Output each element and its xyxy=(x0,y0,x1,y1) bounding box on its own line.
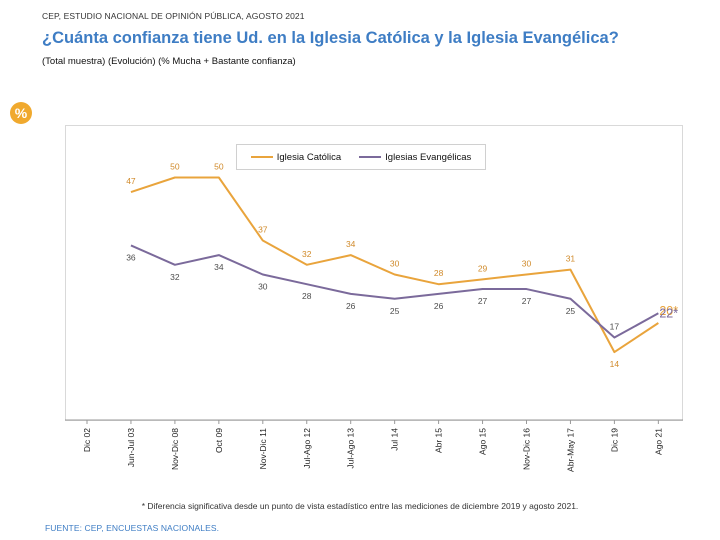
legend-item-catolica: Iglesia Católica xyxy=(250,151,342,163)
data-label-catolica: 50 xyxy=(170,162,180,172)
x-tick-label: Abr-May 17 xyxy=(565,428,575,472)
legend-swatch-evangelicas xyxy=(359,156,382,158)
series-line-catolica xyxy=(130,176,659,354)
data-label-catolica: 30 xyxy=(390,259,400,269)
data-label-evangelicas-final: 22* xyxy=(659,306,678,320)
page-subtitle: (Total muestra) (Evolución) (% Mucha + B… xyxy=(42,56,296,67)
data-label-catolica: 30 xyxy=(522,259,532,269)
data-label-evangelicas: 32 xyxy=(170,272,180,282)
data-label-evangelicas: 28 xyxy=(302,291,312,301)
data-label-catolica: 37 xyxy=(258,225,268,235)
line-chart: Dic 02 Jun-Jul 03 Nov-Dic 08 Oct 09 Nov-Dic … xyxy=(65,162,683,472)
footnote: * Diferencia significativa desde un punt… xyxy=(141,501,579,511)
data-label-evangelicas: 27 xyxy=(478,296,488,306)
data-label-catolica: 47 xyxy=(126,176,136,186)
x-tick-label: Dic 19 xyxy=(609,428,619,452)
x-tick-label: Jul-Ago 12 xyxy=(302,428,312,469)
x-tick-label: Abr 15 xyxy=(434,428,444,453)
x-tick-label: Nov-Dic 08 xyxy=(170,428,180,470)
x-tick-label: Jul 14 xyxy=(390,428,400,451)
series-line-evangelicas xyxy=(130,244,659,339)
data-label-catolica: 29 xyxy=(478,263,488,273)
page-title: ¿Cuánta confianza tiene Ud. en la Iglesi… xyxy=(42,29,619,47)
x-tick-label: Ago 15 xyxy=(478,428,488,455)
legend-label-catolica: Iglesia Católica xyxy=(276,151,342,163)
legend-label-evangelicas: Iglesias Evangélicas xyxy=(385,151,472,163)
data-label-catolica: 50 xyxy=(214,162,224,172)
data-label-catolica: 34 xyxy=(346,239,356,249)
data-label-evangelicas: 26 xyxy=(434,301,444,311)
legend-item-evangelicas: Iglesias Evangélicas xyxy=(359,152,471,163)
x-tick-label: Oct 09 xyxy=(214,428,224,453)
data-label-catolica: 32 xyxy=(302,249,312,259)
data-label-catolica: 28 xyxy=(434,268,444,278)
x-tick-label: Dic 02 xyxy=(82,428,92,452)
x-tick-label: Nov-Dic 16 xyxy=(522,428,532,470)
source-footer: FUENTE: CEP, ENCUESTAS NACIONALES. xyxy=(45,523,220,533)
x-tick-label: Jul-Ago 13 xyxy=(346,428,356,469)
data-label-catolica: 31 xyxy=(566,254,576,264)
data-label-evangelicas: 17 xyxy=(610,322,620,332)
data-label-evangelicas: 36 xyxy=(126,252,136,262)
data-label-evangelicas: 26 xyxy=(346,301,356,311)
x-tick-label: Jun-Jul 03 xyxy=(126,428,136,467)
data-label-catolica: 14 xyxy=(610,359,620,369)
x-tick-label: Ago 21 xyxy=(653,428,663,455)
data-label-evangelicas: 27 xyxy=(522,296,532,306)
chart-legend: Iglesia Católica Iglesias Evangélicas xyxy=(236,144,486,170)
data-label-evangelicas: 25 xyxy=(566,306,576,316)
percent-icon: % xyxy=(10,102,32,124)
data-label-evangelicas: 25 xyxy=(390,306,400,316)
legend-swatch-catolica xyxy=(250,156,273,158)
data-label-evangelicas: 34 xyxy=(214,262,224,272)
data-label-evangelicas: 30 xyxy=(258,282,268,292)
data-label-catolica-final: 20* xyxy=(659,304,678,318)
x-tick-label: Nov-Dic 11 xyxy=(258,428,268,470)
source-header: CEP, ESTUDIO NACIONAL DE OPINIÓN PÚBLICA… xyxy=(42,11,305,21)
